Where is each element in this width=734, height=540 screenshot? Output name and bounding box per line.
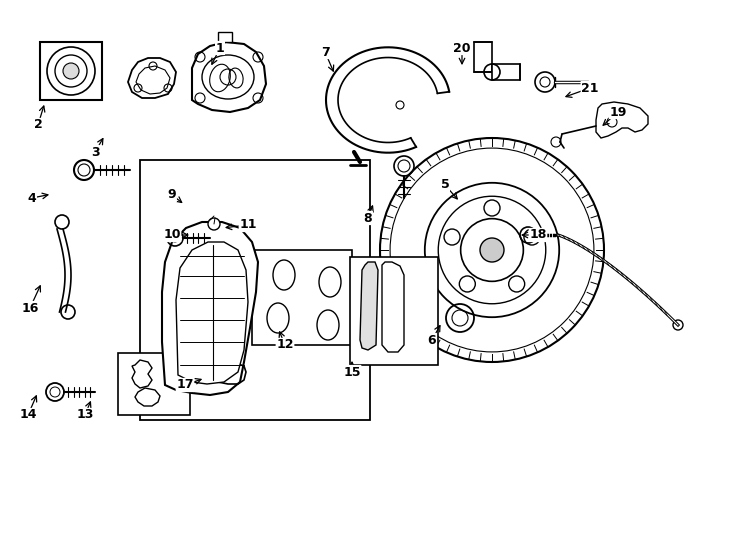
Text: 10: 10 xyxy=(163,228,181,241)
Bar xyxy=(140,160,370,420)
Text: 5: 5 xyxy=(440,179,449,192)
Polygon shape xyxy=(135,388,160,406)
Text: 13: 13 xyxy=(76,408,94,422)
Text: 15: 15 xyxy=(344,366,360,379)
Text: 6: 6 xyxy=(428,334,436,347)
Bar xyxy=(492,64,520,80)
Text: 14: 14 xyxy=(19,408,37,422)
Text: 12: 12 xyxy=(276,339,294,352)
Text: 20: 20 xyxy=(454,42,470,55)
Bar xyxy=(252,250,352,345)
Text: 1: 1 xyxy=(216,42,225,55)
Text: 18: 18 xyxy=(529,228,547,241)
Circle shape xyxy=(208,218,220,230)
Bar xyxy=(350,257,438,365)
Bar xyxy=(218,32,232,42)
Polygon shape xyxy=(382,262,404,352)
Text: 16: 16 xyxy=(21,301,39,314)
Polygon shape xyxy=(136,66,170,94)
Polygon shape xyxy=(176,242,248,384)
Bar xyxy=(118,353,190,415)
Text: 2: 2 xyxy=(34,118,43,132)
Polygon shape xyxy=(132,360,152,388)
Circle shape xyxy=(480,238,504,262)
Text: 17: 17 xyxy=(176,379,194,392)
Polygon shape xyxy=(162,222,258,395)
Text: 8: 8 xyxy=(363,212,372,225)
Bar xyxy=(474,42,492,72)
Polygon shape xyxy=(192,42,266,112)
Polygon shape xyxy=(596,102,648,138)
Circle shape xyxy=(63,63,79,79)
Polygon shape xyxy=(128,58,176,98)
Text: 9: 9 xyxy=(167,188,176,201)
Text: 4: 4 xyxy=(28,192,37,205)
Text: 19: 19 xyxy=(609,105,627,118)
Bar xyxy=(40,42,102,100)
Polygon shape xyxy=(360,262,378,350)
Text: 11: 11 xyxy=(239,219,257,232)
Text: 21: 21 xyxy=(581,82,599,94)
Text: 3: 3 xyxy=(91,145,99,159)
Text: 7: 7 xyxy=(321,45,330,58)
